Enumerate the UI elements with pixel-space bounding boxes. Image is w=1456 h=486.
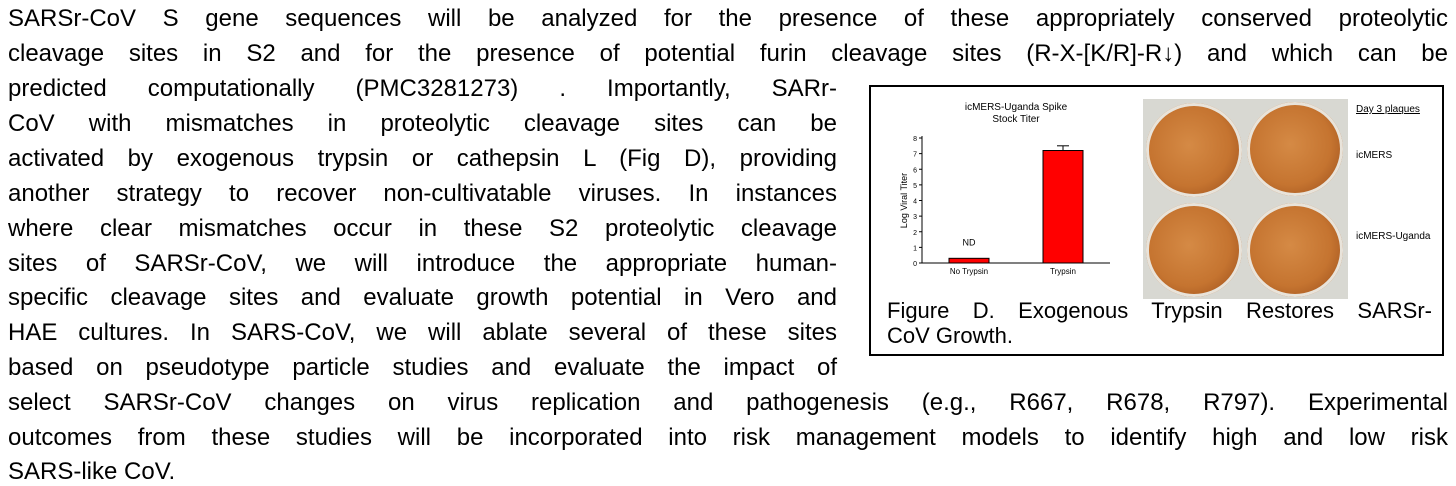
text-line: sites of SARSr-CoV, we will introduce th… [8, 250, 837, 277]
y-tick-label: 0 [913, 261, 917, 268]
plate-uganda-left [1146, 203, 1242, 297]
y-tick-label: 4 [913, 199, 917, 206]
text-line: HAE cultures. In SARS-CoV, we will ablat… [8, 319, 837, 346]
y-tick-label: 1 [913, 245, 917, 252]
text-line: another strategy to recover non-cultivat… [8, 180, 837, 207]
chart-title: icMERS-Uganda Spike [965, 102, 1068, 113]
plate-row-label-uganda: icMERS-Uganda [1356, 231, 1431, 242]
plate-uganda-right [1247, 203, 1343, 297]
y-axis-label: Log Viral Titer [899, 173, 909, 228]
text-line: activated by exogenous trypsin or cathep… [8, 145, 837, 172]
plaque-plates-photo [1143, 99, 1348, 299]
text-line: outcomes from these studies will be inco… [8, 424, 1448, 451]
bar-trypsin [1042, 150, 1084, 264]
y-tick-label: 6 [913, 167, 917, 174]
figure-caption: Figure D. Exogenous Trypsin Restores SAR… [887, 298, 1432, 348]
figure-d: icMERS-Uganda Spike Stock Titer Log Viral … [869, 85, 1444, 356]
text-line: where clear mismatches occur in these S2… [8, 215, 837, 242]
chart-title: Stock Titer [992, 114, 1040, 125]
plates-header: Day 3 plaques [1356, 104, 1420, 115]
text-line: based on pseudotype particle studies and… [8, 354, 837, 381]
text-line: SARSr-CoV S gene sequences will be analy… [8, 5, 1448, 32]
plate-row-label-icmers: icMERS [1356, 150, 1393, 161]
text-line: SARS-like CoV. [8, 458, 176, 485]
x-tick-label: Trypsin [1050, 267, 1076, 276]
text-line: specific cleavage sites and evaluate gro… [8, 284, 837, 311]
caption-line: CoV Growth. [887, 323, 1013, 348]
y-tick-label: 5 [913, 183, 917, 190]
bar-no-trypsin [948, 257, 990, 264]
x-tick-label: No Trypsin [950, 267, 988, 276]
y-tick-label: 7 [913, 152, 917, 159]
text-line: cleavage sites in S2 and for the presenc… [8, 40, 1448, 67]
y-tick-label: 3 [913, 214, 917, 221]
plate-icmers-left [1146, 103, 1242, 197]
text-line: CoV with mismatches in proteolytic cleav… [8, 110, 837, 137]
caption-line: Figure D. Exogenous Trypsin Restores SAR… [887, 298, 1432, 323]
text-line: select SARSr-CoV changes on virus replic… [8, 389, 1448, 416]
bar-annotation: ND [963, 237, 976, 247]
text-line: predicted computationally (PMC3281273) .… [8, 75, 837, 102]
y-tick-label: 8 [913, 136, 917, 143]
plate-icmers-right [1247, 102, 1343, 196]
y-tick-label: 2 [913, 230, 917, 237]
